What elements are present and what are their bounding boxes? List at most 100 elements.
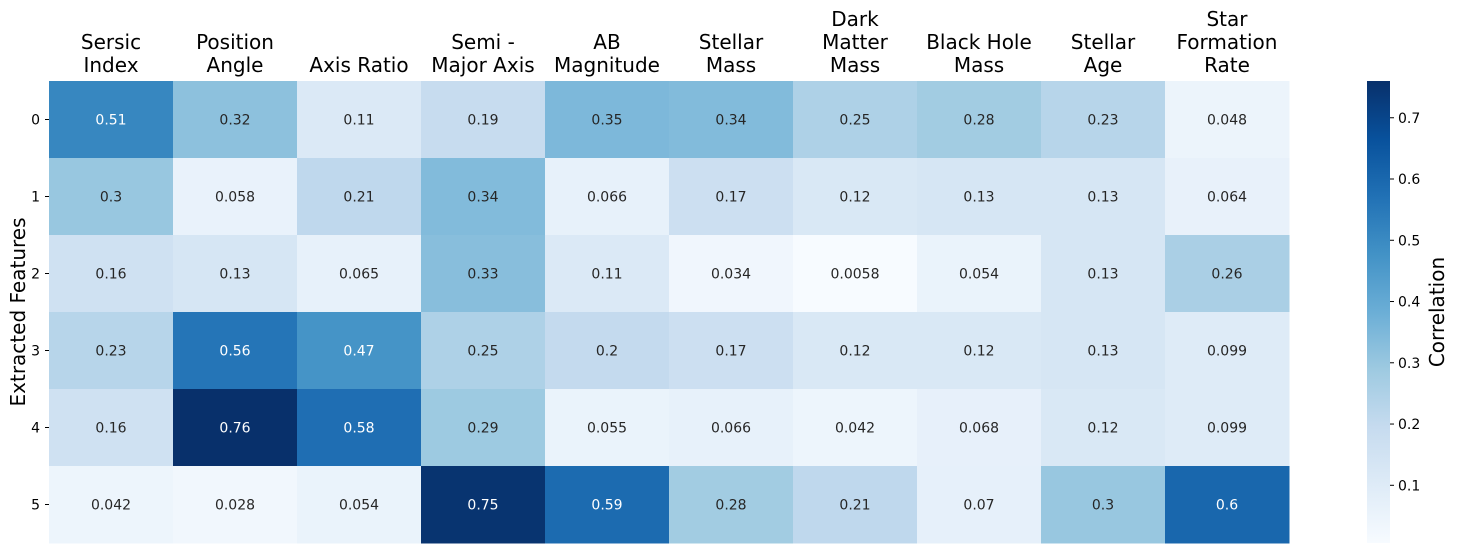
heatmap-cell-r1-c3 <box>421 158 546 236</box>
heatmap-cell-r3-c8 <box>1041 312 1166 390</box>
heatmap-cell-r0-c4 <box>545 81 670 159</box>
cell-value-label-r3-c5: 0.17 <box>715 344 746 360</box>
column-label-3-line-1: Major Axis <box>431 53 534 77</box>
heatmap-cell-r3-c6 <box>793 312 918 390</box>
cell-value-label-r0-c8: 0.23 <box>1087 113 1118 129</box>
cell-value-label-r4-c2: 0.58 <box>343 421 374 437</box>
heatmap-cell-r4-c6 <box>793 389 918 467</box>
cell-value-label-r2-c4: 0.11 <box>591 267 622 283</box>
cell-value-label-r1-c7: 0.13 <box>963 190 994 206</box>
column-label-7-line-1: Mass <box>954 53 1004 77</box>
cell-value-label-r1-c3: 0.34 <box>467 190 498 206</box>
cell-value-label-r3-c2: 0.47 <box>343 344 374 360</box>
cell-value-label-r3-c6: 0.12 <box>839 344 870 360</box>
column-label-6-line-2: Mass <box>830 53 880 77</box>
heatmap-cell-r1-c6 <box>793 158 918 236</box>
column-label-9-line-2: Rate <box>1204 53 1250 77</box>
heatmap-cell-r5-c5 <box>669 466 794 544</box>
heatmap-cell-r0-c8 <box>1041 81 1166 159</box>
heatmap-cell-r0-c7 <box>917 81 1042 159</box>
row-label-5: 5 <box>31 498 40 514</box>
heatmap-cell-r2-c6 <box>793 235 918 313</box>
cell-value-label-r1-c5: 0.17 <box>715 190 746 206</box>
cell-value-label-r4-c6: 0.042 <box>835 421 875 437</box>
column-label-6: Dark Matter Mass <box>822 7 889 77</box>
cell-value-label-r4-c4: 0.055 <box>587 421 627 437</box>
heatmap-cell-r1-c5 <box>669 158 794 236</box>
cell-value-label-r3-c3: 0.25 <box>467 344 498 360</box>
cell-value-label-r2-c1: 0.13 <box>219 267 250 283</box>
heatmap-cell-r4-c4 <box>545 389 670 467</box>
heatmap-cell-r1-c8 <box>1041 158 1166 236</box>
heatmap-cell-r5-c2 <box>297 466 422 544</box>
heatmap-cell-r2-c2 <box>297 235 422 313</box>
heatmap-cell-r4-c7 <box>917 389 1042 467</box>
colorbar-label: Correlation <box>1425 257 1449 367</box>
cell-value-label-r3-c9: 0.099 <box>1207 344 1247 360</box>
cell-value-label-r2-c0: 0.16 <box>95 267 126 283</box>
heatmap-cell-r3-c9 <box>1165 312 1290 390</box>
cell-value-label-r3-c0: 0.23 <box>95 344 126 360</box>
cell-value-label-r3-c7: 0.12 <box>963 344 994 360</box>
heatmap-cell-r0-c3 <box>421 81 546 159</box>
heatmap-cell-r1-c2 <box>297 158 422 236</box>
column-label-7-line-0: Black Hole <box>926 30 1032 54</box>
cell-value-label-r1-c8: 0.13 <box>1087 190 1118 206</box>
heatmap-cell-r2-c8 <box>1041 235 1166 313</box>
heatmap-cell-r4-c9 <box>1165 389 1290 467</box>
cell-value-label-r4-c0: 0.16 <box>95 421 126 437</box>
cell-value-label-r4-c8: 0.12 <box>1087 421 1118 437</box>
column-label-3: Semi -Major Axis <box>431 30 534 77</box>
column-label-1-line-0: Position <box>196 30 274 54</box>
cell-value-label-r5-c5: 0.28 <box>715 498 746 514</box>
cell-value-label-r0-c6: 0.25 <box>839 113 870 129</box>
cell-value-label-r1-c0: 0.3 <box>100 190 122 206</box>
column-label-8-line-0: Stellar <box>1071 30 1136 54</box>
heatmap-cell-r3-c7 <box>917 312 1042 390</box>
column-label-5-line-1: Mass <box>706 53 756 77</box>
heatmap-cell-r4-c1 <box>173 389 298 467</box>
cell-value-label-r4-c7: 0.068 <box>959 421 999 437</box>
column-label-8-line-1: Age <box>1084 53 1123 77</box>
column-label-1: Position Angle <box>196 30 274 77</box>
cell-value-label-r2-c5: 0.034 <box>711 267 751 283</box>
row-label-1: 1 <box>31 190 40 206</box>
heatmap-cell-r4-c5 <box>669 389 794 467</box>
heatmap-cell-r5-c9 <box>1165 466 1290 544</box>
column-label-0: Sersic Index <box>81 30 141 77</box>
heatmap-cell-r4-c3 <box>421 389 546 467</box>
column-labels: Sersic Index Position Angle Axis Ratio Semi -… <box>81 7 1278 77</box>
column-label-0-line-1: Index <box>83 53 138 77</box>
heatmap-cell-r2-c4 <box>545 235 670 313</box>
cell-value-label-r3-c1: 0.56 <box>219 344 250 360</box>
cell-value-label-r2-c3: 0.33 <box>467 267 498 283</box>
column-label-9: Star Formation Rate <box>1177 7 1278 77</box>
column-label-2: Axis Ratio <box>309 53 408 77</box>
heatmap-cell-r0-c5 <box>669 81 794 159</box>
cell-value-label-r5-c1: 0.028 <box>215 498 255 514</box>
heatmap-cell-r3-c0 <box>49 312 174 390</box>
cell-value-label-r0-c4: 0.35 <box>591 113 622 129</box>
heatmap-cell-r2-c3 <box>421 235 546 313</box>
cell-value-label-r4-c1: 0.76 <box>219 421 250 437</box>
column-label-9-line-0: Star <box>1206 7 1248 31</box>
cell-value-label-r0-c7: 0.28 <box>963 113 994 129</box>
heatmap-cell-r3-c5 <box>669 312 794 390</box>
column-label-3-line-0: Semi - <box>451 30 515 54</box>
cell-value-label-r1-c4: 0.066 <box>587 190 627 206</box>
heatmap-cell-r5-c3 <box>421 466 546 544</box>
heatmap-cell-r5-c8 <box>1041 466 1166 544</box>
cell-value-label-r5-c4: 0.59 <box>591 498 622 514</box>
cell-value-label-r1-c6: 0.12 <box>839 190 870 206</box>
heatmap-cell-r3-c2 <box>297 312 422 390</box>
cell-value-label-r5-c9: 0.6 <box>1216 498 1238 514</box>
heatmap-cell-r2-c7 <box>917 235 1042 313</box>
heatmap-cell-r0-c1 <box>173 81 298 159</box>
row-label-2: 2 <box>31 267 40 283</box>
cell-value-label-r0-c5: 0.34 <box>715 113 746 129</box>
heatmap-cell-r5-c6 <box>793 466 918 544</box>
cell-value-label-r5-c2: 0.054 <box>339 498 379 514</box>
row-label-0: 0 <box>31 113 40 129</box>
colorbar-tick-label-5: 0.6 <box>1398 172 1420 188</box>
